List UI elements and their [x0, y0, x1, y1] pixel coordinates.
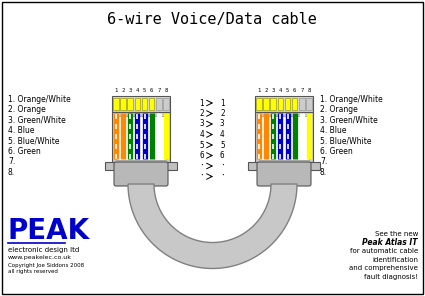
Text: ·: · — [199, 172, 204, 181]
Text: identification: identification — [372, 257, 418, 263]
Text: 8.: 8. — [320, 168, 327, 177]
Text: 5. Blue/White: 5. Blue/White — [8, 136, 60, 146]
Text: 1: 1 — [220, 99, 225, 107]
Text: 6. Green: 6. Green — [8, 147, 41, 156]
Text: 2: 2 — [199, 109, 204, 118]
Text: 6: 6 — [220, 151, 225, 160]
Bar — [256, 98, 262, 110]
FancyBboxPatch shape — [257, 162, 311, 186]
Text: 7.: 7. — [320, 157, 327, 166]
Text: 1. Orange/White: 1. Orange/White — [320, 94, 383, 104]
Text: 3. Green/White: 3. Green/White — [8, 115, 66, 125]
Bar — [128, 98, 133, 110]
Text: 6. Green: 6. Green — [320, 147, 353, 156]
Bar — [292, 98, 298, 110]
Text: 2: 2 — [220, 109, 225, 118]
Text: 1: 1 — [114, 88, 118, 93]
Text: 5: 5 — [286, 88, 289, 93]
Text: 6-wire Voice/Data cable: 6-wire Voice/Data cable — [107, 12, 317, 27]
Text: 4: 4 — [199, 130, 204, 139]
Text: ·: · — [220, 162, 225, 170]
Text: 2: 2 — [122, 88, 125, 93]
Bar — [163, 98, 169, 110]
Text: 4. Blue: 4. Blue — [8, 126, 34, 135]
FancyBboxPatch shape — [114, 162, 168, 186]
Text: 7: 7 — [300, 88, 303, 93]
Text: 4. Blue: 4. Blue — [320, 126, 346, 135]
Bar — [156, 98, 162, 110]
Text: 6: 6 — [293, 88, 296, 93]
Text: 1: 1 — [199, 99, 204, 107]
Bar — [135, 98, 140, 110]
Text: 8.: 8. — [8, 168, 15, 177]
Text: all rights reserved: all rights reserved — [8, 268, 58, 274]
Text: and comprehensive: and comprehensive — [349, 265, 418, 271]
Bar — [149, 98, 154, 110]
Text: 3: 3 — [129, 88, 132, 93]
Bar — [116, 116, 166, 160]
Text: ·: · — [199, 162, 204, 170]
Text: 6: 6 — [199, 151, 204, 160]
Text: 3: 3 — [199, 120, 204, 128]
Polygon shape — [128, 184, 297, 268]
Text: PEAK: PEAK — [8, 217, 90, 245]
Bar — [285, 98, 290, 110]
Text: 5. Blue/White: 5. Blue/White — [320, 136, 371, 146]
Text: 5: 5 — [199, 141, 204, 149]
Text: 8: 8 — [307, 88, 311, 93]
Text: electronic design ltd: electronic design ltd — [8, 247, 79, 253]
Text: 5: 5 — [143, 88, 146, 93]
Text: fault diagnosis!: fault diagnosis! — [364, 274, 418, 279]
Bar — [270, 98, 276, 110]
Bar — [112, 112, 170, 164]
Bar — [248, 162, 320, 170]
Bar — [259, 116, 309, 160]
Text: 2. Orange: 2. Orange — [320, 105, 358, 114]
Bar — [142, 98, 147, 110]
Bar — [113, 98, 119, 110]
Text: 4: 4 — [279, 88, 282, 93]
Bar — [264, 98, 269, 110]
Text: for automatic cable: for automatic cable — [350, 248, 418, 254]
Text: 3: 3 — [272, 88, 275, 93]
Bar — [112, 96, 170, 112]
Text: 2. Orange: 2. Orange — [8, 105, 46, 114]
Text: ·: · — [220, 172, 225, 181]
Bar — [120, 98, 126, 110]
Text: Copyright Joe Siddons 2008: Copyright Joe Siddons 2008 — [8, 263, 84, 268]
Text: 7.: 7. — [8, 157, 15, 166]
Text: 1: 1 — [258, 88, 261, 93]
Text: 3. Green/White: 3. Green/White — [320, 115, 378, 125]
Text: 8: 8 — [164, 88, 167, 93]
Text: www.peakelec.co.uk: www.peakelec.co.uk — [8, 255, 72, 260]
Bar — [306, 98, 312, 110]
Bar — [278, 98, 283, 110]
Text: 3: 3 — [220, 120, 225, 128]
Text: 6: 6 — [150, 88, 153, 93]
Bar — [255, 112, 313, 164]
Text: 4: 4 — [136, 88, 139, 93]
Bar — [255, 96, 313, 112]
Bar — [105, 162, 177, 170]
Bar — [299, 98, 305, 110]
Text: 4: 4 — [220, 130, 225, 139]
Text: 5: 5 — [220, 141, 225, 149]
Text: 7: 7 — [157, 88, 161, 93]
Text: See the new: See the new — [374, 231, 418, 237]
Text: Peak Atlas IT: Peak Atlas IT — [363, 238, 418, 247]
Text: 1. Orange/White: 1. Orange/White — [8, 94, 71, 104]
Text: 2: 2 — [264, 88, 268, 93]
